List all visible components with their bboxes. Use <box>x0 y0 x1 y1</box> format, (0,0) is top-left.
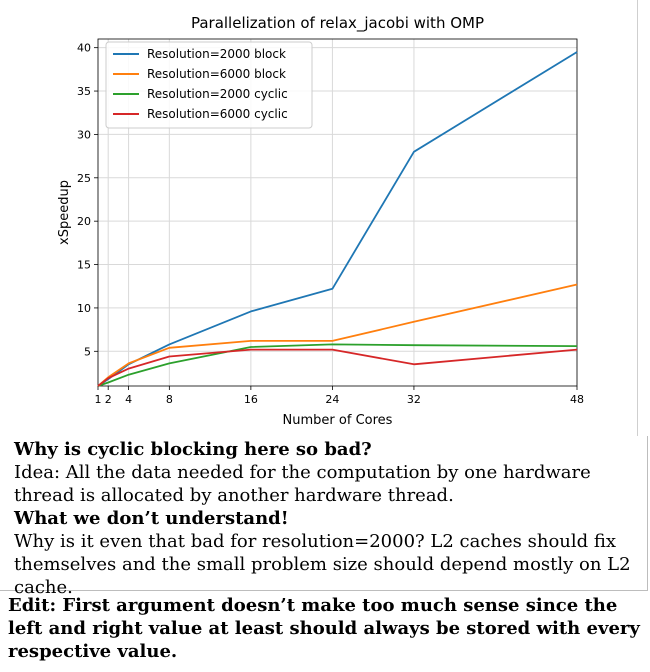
dont-understand-heading: What we don’t understand! <box>14 508 289 529</box>
y-tick-label: 20 <box>77 215 91 228</box>
legend-box <box>105 41 313 129</box>
legend-entry: Resolution=2000 cyclic <box>147 87 288 101</box>
edit-paragraph: Edit: First argument doesn’t make too mu… <box>8 595 640 662</box>
y-axis-label: xSpeedup <box>57 180 72 245</box>
series-line-2 <box>97 343 578 387</box>
y-tick-label: 10 <box>77 302 91 315</box>
edit-text-block: Edit: First argument doesn’t make too mu… <box>8 594 644 663</box>
chart-title: Parallelization of relax_jacobi with OMP <box>191 14 484 33</box>
idea-paragraph: Idea: All the data needed for the comput… <box>14 462 591 506</box>
legend-entry: Resolution=6000 block <box>147 67 286 81</box>
series-line-3 <box>97 348 578 387</box>
x-tick-label: 32 <box>407 393 421 406</box>
legend-entry: Resolution=6000 cyclic <box>147 107 288 121</box>
chart-area: 1 2 4 8 16 24 32 48 5 10 15 20 25 30 35 40 Parallelizati… <box>57 0 638 436</box>
y-tick-label: 25 <box>77 172 91 185</box>
plot-frame <box>97 38 578 387</box>
x-tick-label: 24 <box>325 393 339 406</box>
x-tick-label: 16 <box>244 393 258 406</box>
x-tick-label: 4 <box>125 393 132 406</box>
y-tick-label: 40 <box>77 42 91 55</box>
x-tick-label: 8 <box>166 393 173 406</box>
question-heading: Why is cyclic blocking here so bad? <box>14 439 372 460</box>
question-text-block: Why is cyclic blocking here so bad? Idea… <box>14 438 646 599</box>
x-tick-label: 48 <box>570 393 584 406</box>
y-tick-label: 30 <box>77 128 91 141</box>
x-axis-label: Number of Cores <box>283 413 393 428</box>
x-tick-label: 1 <box>95 393 102 406</box>
chart-border <box>637 0 638 436</box>
x-tick-label: 2 <box>105 393 112 406</box>
speedup-line-chart: 1 2 4 8 16 24 32 48510152025303540Parallelizati… <box>57 14 584 428</box>
y-tick-label: 35 <box>77 85 91 98</box>
legend-entry: Resolution=2000 block <box>147 47 286 61</box>
series-line-1 <box>97 283 578 387</box>
y-tick-label: 15 <box>77 259 91 272</box>
question-paragraph: Why is it even that bad for resolution=2… <box>14 531 631 598</box>
y-tick-label: 5 <box>84 345 91 358</box>
